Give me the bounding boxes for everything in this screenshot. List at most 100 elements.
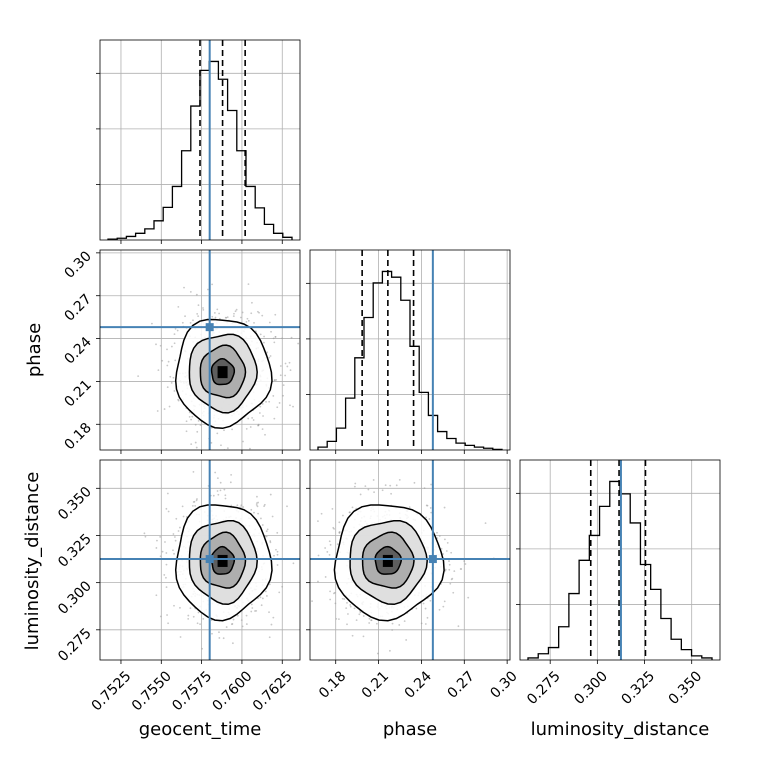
scatter-point — [284, 374, 287, 377]
scatter-point — [259, 405, 262, 408]
scatter-point — [245, 623, 248, 625]
scatter-point — [467, 596, 470, 599]
scatter-point — [276, 564, 279, 566]
scatter-point — [326, 551, 329, 553]
scatter-point — [268, 356, 271, 359]
scatter-point — [188, 411, 191, 414]
scatter-point — [275, 548, 277, 551]
y-tick-label-phase: 0.21 — [61, 377, 94, 410]
scatter-point — [271, 515, 274, 518]
scatter-point — [273, 417, 276, 420]
scatter-point — [342, 514, 344, 517]
scatter-point — [224, 666, 226, 668]
scatter-point — [262, 415, 264, 417]
scatter-point — [266, 595, 268, 597]
panel-scatter-luminosity-distance-vs-phase — [306, 459, 511, 664]
scatter-point — [415, 607, 418, 610]
scatter-point — [422, 602, 425, 605]
panel-hist-phase — [306, 249, 511, 454]
scatter-point — [324, 547, 327, 549]
x-tick-label-luminosity_distance: 0.300 — [571, 668, 611, 708]
scatter-point — [230, 474, 233, 476]
scatter-point — [163, 574, 166, 576]
scatter-point — [165, 563, 168, 566]
scatter-point — [216, 308, 219, 311]
scatter-point — [403, 620, 406, 623]
scatter-point — [450, 578, 453, 581]
scatter-point — [424, 623, 427, 625]
scatter-point — [259, 596, 262, 599]
scatter-point — [179, 526, 181, 529]
scatter-point — [292, 405, 294, 408]
scatter-point — [329, 598, 332, 601]
scatter-point — [290, 336, 293, 339]
scatter-point — [182, 515, 185, 518]
scatter-point — [349, 511, 351, 514]
scatter-point — [457, 625, 460, 628]
scatter-point — [165, 586, 168, 588]
scatter-point — [175, 517, 178, 520]
scatter-point — [265, 530, 268, 533]
scatter-point — [324, 576, 327, 578]
scatter-point — [484, 522, 487, 525]
scatter-point — [268, 611, 270, 614]
scatter-point — [444, 538, 446, 541]
scatter-point — [144, 535, 147, 538]
scatter-point — [429, 599, 432, 602]
density-peak — [217, 554, 228, 567]
scatter-point — [166, 364, 169, 367]
scatter-point — [314, 549, 316, 551]
scatter-point — [464, 563, 467, 565]
scatter-point — [164, 541, 166, 543]
scatter-point — [272, 337, 275, 340]
y-tick-label-luminosity_distance: 0.350 — [55, 484, 95, 524]
scatter-point — [257, 501, 260, 504]
scatter-point — [272, 395, 275, 397]
scatter-point — [275, 378, 278, 381]
scatter-point — [172, 533, 175, 535]
scatter-point — [381, 489, 384, 492]
x-tick-label-geocent_time: 0.7600 — [210, 668, 256, 714]
scatter-point — [257, 424, 260, 427]
scatter-point — [346, 601, 348, 604]
scatter-point — [219, 489, 222, 492]
scatter-point — [170, 345, 173, 348]
scatter-point — [261, 403, 264, 405]
scatter-point — [292, 562, 295, 565]
scatter-point — [370, 619, 373, 622]
scatter-point — [254, 610, 256, 612]
scatter-point — [278, 402, 281, 404]
scatter-point — [196, 312, 199, 315]
scatter-point — [179, 606, 181, 609]
scatter-point — [425, 504, 428, 507]
scatter-point — [174, 327, 177, 330]
scatter-point — [250, 312, 253, 315]
scatter-point — [187, 614, 190, 617]
scatter-point — [167, 510, 170, 513]
scatter-point — [187, 617, 190, 620]
y-tick-label-luminosity_distance: 0.300 — [55, 578, 95, 618]
scatter-point — [395, 484, 398, 487]
scatter-point — [233, 312, 235, 315]
panel-hist-geocent-time — [96, 39, 301, 244]
scatter-point — [425, 516, 428, 519]
scatter-point — [426, 616, 429, 619]
scatter-point — [192, 615, 195, 618]
scatter-point — [256, 310, 259, 313]
scatter-point — [288, 361, 291, 364]
scatter-point — [191, 460, 193, 462]
scatter-point — [224, 497, 227, 500]
scatter-point — [231, 428, 233, 431]
scatter-point — [220, 444, 222, 447]
truth-marker — [428, 555, 437, 564]
scatter-point — [218, 312, 221, 315]
scatter-point — [258, 412, 261, 414]
scatter-point — [270, 330, 272, 333]
scatter-point — [253, 322, 255, 324]
scatter-point — [241, 311, 244, 314]
scatter-point — [428, 518, 431, 520]
scatter-point — [250, 508, 253, 511]
scatter-point — [264, 590, 267, 593]
